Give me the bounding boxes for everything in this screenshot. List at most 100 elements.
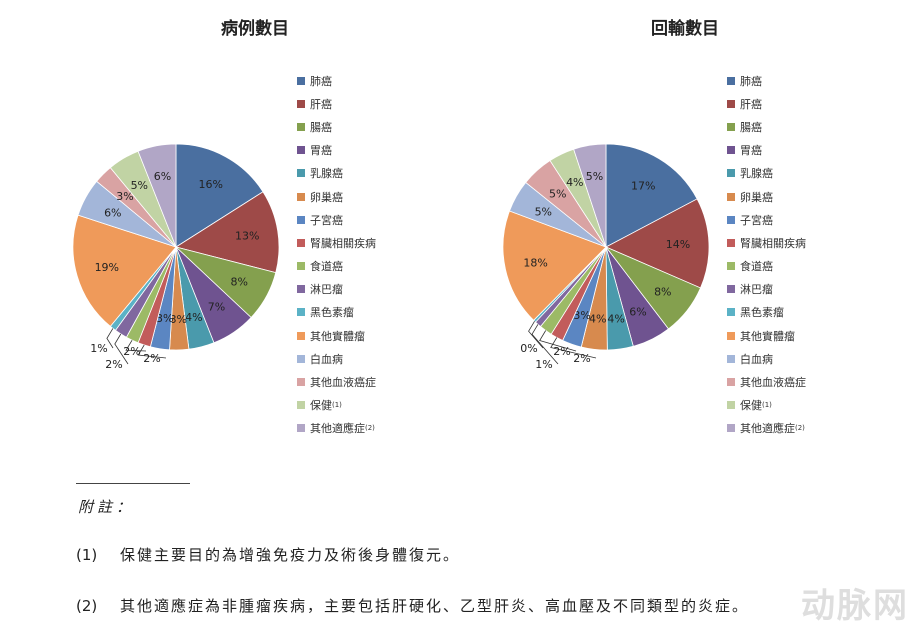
- legend-item: 其他血液癌症: [297, 370, 376, 393]
- slice-label: 4%: [185, 311, 202, 324]
- legend-swatch: [727, 169, 735, 178]
- slice-label: 16%: [198, 178, 222, 191]
- legend-item: 其他實體瘤: [727, 324, 806, 347]
- legend-swatch: [297, 215, 305, 224]
- slice-label: 2%: [573, 352, 590, 365]
- legend-swatch: [297, 378, 305, 387]
- legend-swatch: [727, 378, 735, 387]
- slice-label: 13%: [235, 230, 259, 243]
- legend-label: 腸癌: [740, 120, 762, 134]
- slice-label: 2%: [553, 345, 570, 358]
- legend-swatch: [727, 262, 735, 271]
- leader-line: [528, 320, 544, 349]
- pie-slice: [72, 214, 177, 327]
- note-2: (2) 其他適應症為非腫瘤疾病，主要包括肝硬化、乙型肝炎、高血壓及不同類型的炎症。: [76, 595, 749, 616]
- slice-label: 6%: [154, 170, 171, 183]
- legend-label: 子宮癌: [310, 213, 343, 227]
- pie-chart-cases: 病例數目 16% 13% 8% 7% 4% 3% 3% 19% 6% 3% 5% 6% 2% 2% 2% 1%…: [0, 0, 458, 460]
- legend-swatch: [727, 215, 735, 224]
- leader-line: [106, 328, 114, 349]
- legend-item: 其他實體瘤: [297, 324, 376, 347]
- legend-item: 黑色素瘤: [727, 301, 806, 324]
- watermark-logo: 动脉网: [801, 586, 909, 626]
- slice-label: 2%: [105, 358, 122, 371]
- slice-label: 1%: [90, 342, 107, 355]
- legend-item: 白血病: [727, 347, 806, 370]
- legend-item: 保健 (1): [727, 394, 806, 417]
- legend-swatch: [727, 76, 735, 85]
- legend-item: 卵巢癌: [297, 185, 376, 208]
- pie-slice: [605, 198, 710, 289]
- legend-item: 淋巴瘤: [297, 278, 376, 301]
- legend-item: 腸癌: [727, 115, 806, 138]
- slice-label: 7%: [208, 301, 225, 314]
- slice-label: 2%: [123, 345, 140, 358]
- slice-label: 0%: [520, 342, 537, 355]
- pie-slice: [137, 143, 177, 248]
- legend-swatch: [297, 238, 305, 247]
- legend-label: 白血病: [740, 352, 773, 366]
- legend-item: 肝癌: [727, 92, 806, 115]
- legend-label: 白血病: [310, 352, 343, 366]
- leader-line: [550, 337, 597, 359]
- legend-item: 黑色素瘤: [297, 301, 376, 324]
- legend-item: 腎臟相關疾病: [297, 231, 376, 254]
- legend-item: 乳腺癌: [297, 162, 376, 185]
- leader-line: [531, 324, 559, 365]
- legend-item: 乳腺癌: [727, 162, 806, 185]
- legend-label: 保健: [310, 399, 332, 413]
- legend-swatch: [727, 285, 735, 294]
- slice-label: 17%: [631, 179, 655, 192]
- legend-swatch: [297, 308, 305, 317]
- legend-swatch: [297, 262, 305, 271]
- legend-label: 乳腺癌: [310, 167, 343, 181]
- legend-label: 淋巴瘤: [740, 283, 773, 297]
- legend-item: 食道癌: [727, 255, 806, 278]
- legend-label: 卵巢癌: [740, 190, 773, 204]
- slice-label: 3%: [156, 312, 173, 325]
- legend-swatch: [297, 331, 305, 340]
- legend-label: 食道癌: [740, 260, 773, 274]
- pie-slice: [175, 143, 264, 248]
- legend-swatch: [727, 308, 735, 317]
- pie-slice: [175, 191, 280, 274]
- slice-label: 5%: [131, 179, 148, 192]
- legend-swatch: [297, 354, 305, 363]
- legend: 肺癌 肝癌 腸癌 胃癌 乳腺癌 卵巢癌 子宮癌 腎臟相關疾病 食道癌 淋巴瘤 黑色素瘤 其他實體瘤 白血…: [297, 69, 376, 440]
- slice-label: 19%: [95, 261, 119, 274]
- notes-divider: [76, 483, 190, 484]
- legend-footnote-mark: (2): [795, 424, 805, 433]
- note-number: (1): [76, 546, 98, 564]
- legend-item: 卵巢癌: [727, 185, 806, 208]
- legend-label: 腎臟相關疾病: [310, 236, 376, 250]
- legend-label: 保健: [740, 399, 762, 413]
- legend-label: 腎臟相關疾病: [740, 236, 806, 250]
- legend-item: 其他適應症 (2): [297, 417, 376, 440]
- legend-label: 肺癌: [740, 74, 762, 88]
- legend-item: 腎臟相關疾病: [727, 231, 806, 254]
- slice-label: 14%: [666, 238, 690, 251]
- legend-footnote-mark: (2): [365, 424, 375, 433]
- legend-item: 食道癌: [297, 255, 376, 278]
- legend-swatch: [727, 192, 735, 201]
- legend-swatch: [727, 146, 735, 155]
- legend-swatch: [297, 122, 305, 131]
- legend-item: 胃癌: [297, 139, 376, 162]
- pie-svg: 17%14%8%6%4%4%3%18%5%5%4% 5%2%2%1%0%: [502, 143, 710, 371]
- leader-line: [137, 344, 167, 359]
- legend-label: 其他血液癌症: [310, 376, 376, 390]
- legend-label: 其他適應症: [740, 422, 795, 436]
- legend-label: 其他血液癌症: [740, 376, 806, 390]
- slice-label: 3%: [573, 309, 590, 322]
- pie-chart-infusions: 回輸數目 17% 14% 8% 6% 4% 4% 3% 18% 5% 5% 4% 5% 2% 2% 1% 0%…: [430, 0, 888, 460]
- note-text: 保健主要目的為增強免疫力及術後身體復元。: [120, 546, 461, 564]
- legend-item: 肺癌: [297, 69, 376, 92]
- legend-swatch: [297, 76, 305, 85]
- note-text: 其他適應症為非腫瘤疾病，主要包括肝硬化、乙型肝炎、高血壓及不同類型的炎症。: [120, 597, 750, 615]
- legend-swatch: [297, 424, 305, 433]
- slice-label: 2%: [143, 352, 160, 365]
- slice-label: 3%: [170, 313, 187, 326]
- legend-label: 肝癌: [310, 97, 332, 111]
- legend-label: 卵巢癌: [310, 190, 343, 204]
- legend-label: 胃癌: [740, 144, 762, 158]
